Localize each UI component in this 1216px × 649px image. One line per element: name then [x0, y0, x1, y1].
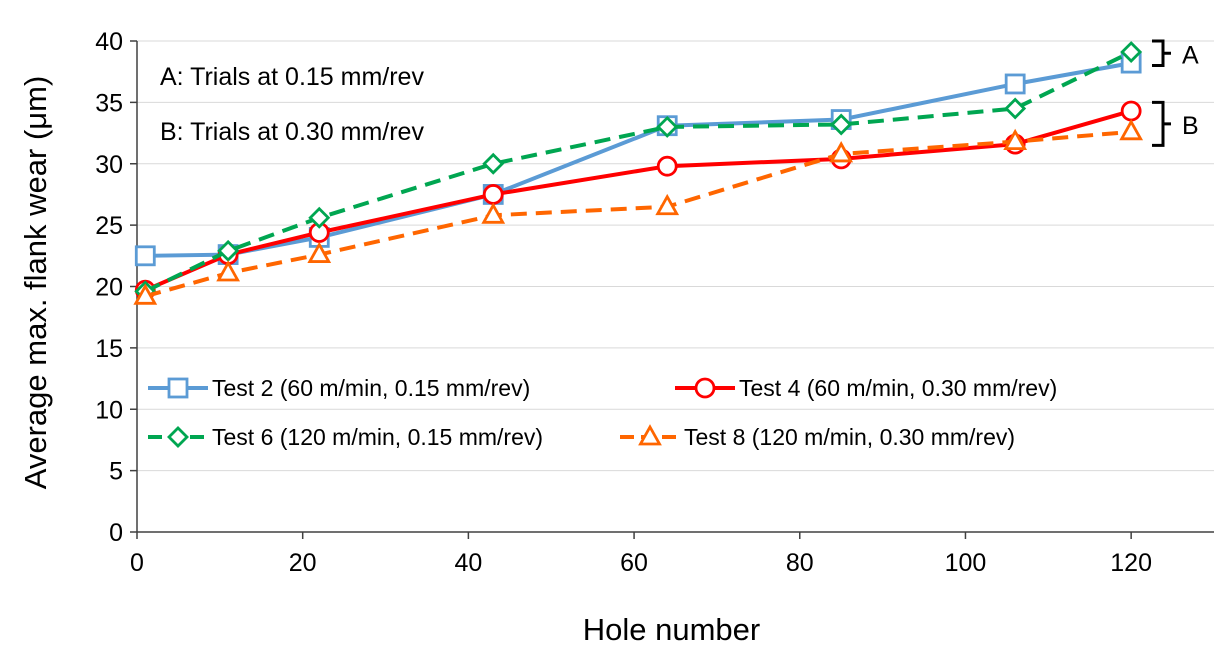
- legend-label-4: Test 8 (120 m/min, 0.30 mm/rev): [684, 424, 1015, 450]
- legend-item-3: Test 6 (120 m/min, 0.15 mm/rev): [148, 424, 543, 450]
- series-2-point-8: [1122, 102, 1140, 120]
- y-tick-label-35: 35: [95, 89, 123, 117]
- bracket-label-b: B: [1182, 112, 1199, 140]
- y-tick-label-15: 15: [95, 335, 123, 363]
- legend-item-1: Test 2 (60 m/min, 0.15 mm/rev): [148, 375, 530, 401]
- series-4: [136, 122, 1141, 303]
- x-tick-label-20: 20: [289, 549, 317, 577]
- y-axis-title: Average max. flank wear (μm): [18, 76, 53, 490]
- series-2-point-4: [484, 185, 502, 203]
- legend-label-1: Test 2 (60 m/min, 0.15 mm/rev): [212, 375, 530, 401]
- series-2-point-5: [658, 157, 676, 175]
- legend-marker-2: [696, 379, 714, 397]
- legend-marker-1: [169, 379, 187, 397]
- legend-marker-3: [169, 428, 187, 446]
- y-tick-label-0: 0: [109, 519, 123, 547]
- y-tick-label-40: 40: [95, 28, 123, 56]
- y-tick-label-30: 30: [95, 151, 123, 179]
- gridlines: [137, 41, 1214, 471]
- series-line-4: [145, 132, 1131, 296]
- x-tick-label-60: 60: [620, 549, 648, 577]
- bracket-a: [1152, 41, 1171, 66]
- series-1-point-1: [136, 247, 154, 265]
- x-tick-label-80: 80: [786, 549, 814, 577]
- bracket-label-a: A: [1182, 41, 1199, 69]
- series-3-point-3: [310, 209, 328, 227]
- legend-item-4: Test 8 (120 m/min, 0.30 mm/rev): [620, 424, 1015, 450]
- series-4-point-2: [219, 263, 238, 280]
- legend-label-3: Test 6 (120 m/min, 0.15 mm/rev): [212, 424, 543, 450]
- x-tick-label-100: 100: [945, 549, 987, 577]
- annotation-2: B: Trials at 0.30 mm/rev: [160, 118, 424, 146]
- y-tick-label-5: 5: [109, 458, 123, 486]
- y-tick-label-25: 25: [95, 212, 123, 240]
- series-4-point-8: [1122, 122, 1141, 139]
- legend-item-2: Test 4 (60 m/min, 0.30 mm/rev): [675, 375, 1057, 401]
- x-tick-label-0: 0: [130, 549, 144, 577]
- bracket-b: [1152, 102, 1171, 145]
- annotation-1: A: Trials at 0.15 mm/rev: [160, 63, 424, 91]
- y-tick-label-10: 10: [95, 396, 123, 424]
- legend: Test 2 (60 m/min, 0.15 mm/rev) Test 4 (60…: [148, 375, 1057, 450]
- y-tick-label-20: 20: [95, 274, 123, 302]
- x-tick-label-120: 120: [1110, 549, 1152, 577]
- series-3-point-4: [484, 155, 502, 173]
- x-tick-label-40: 40: [454, 549, 482, 577]
- legend-label-2: Test 4 (60 m/min, 0.30 mm/rev): [739, 375, 1057, 401]
- series-1-point-7: [1006, 75, 1024, 93]
- x-axis-title: Hole number: [583, 612, 760, 647]
